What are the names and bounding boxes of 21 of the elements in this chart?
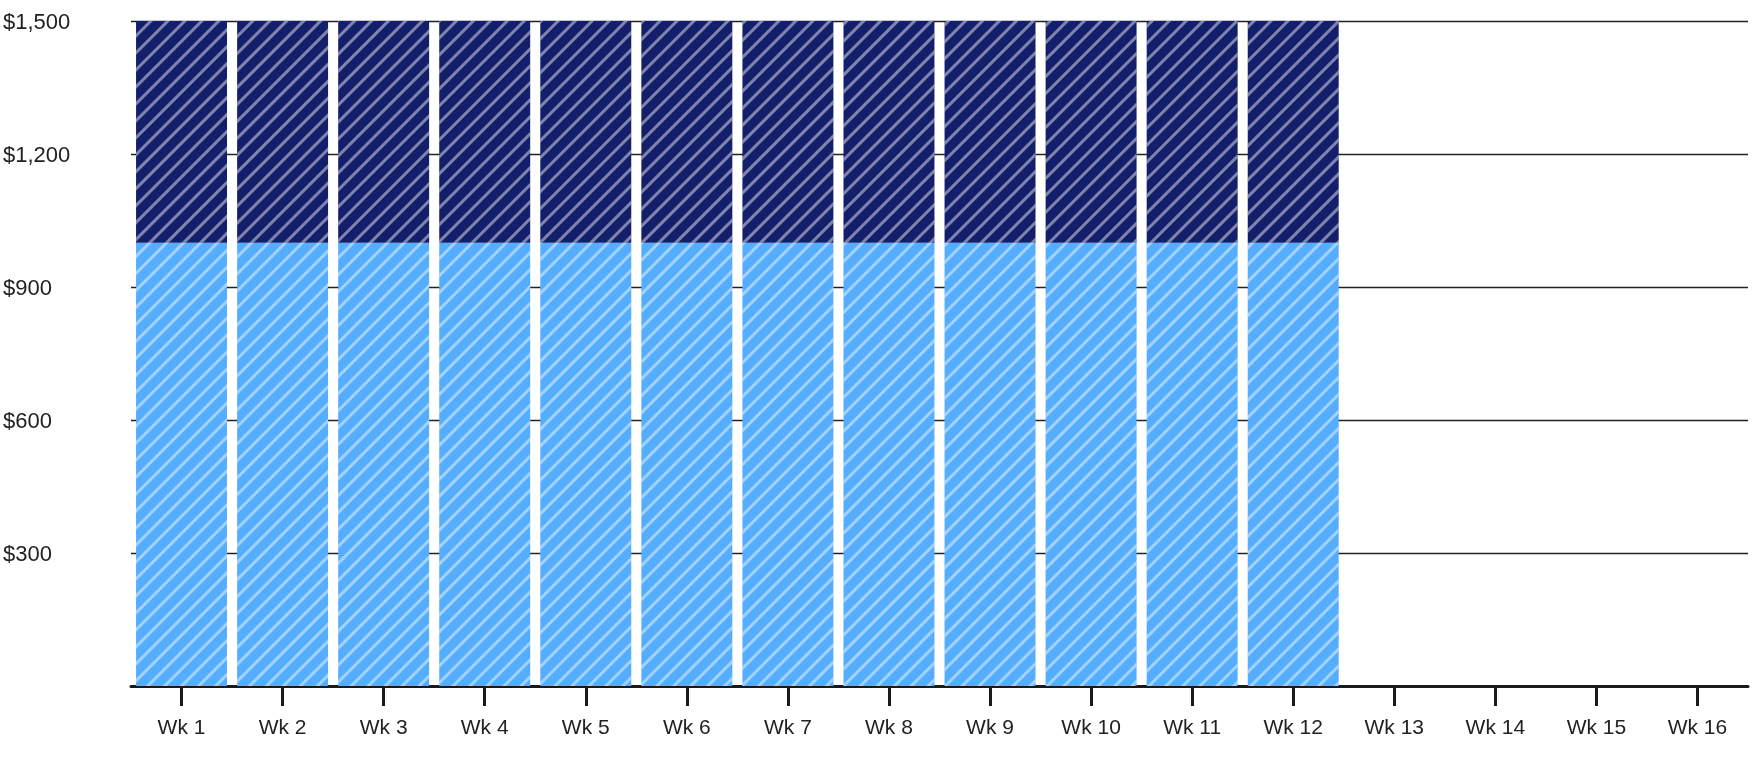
x-tick-label: Wk 6 [662,715,711,738]
x-tick-label: Wk 16 [1667,715,1728,738]
x-tick-label: Wk 7 [763,715,812,738]
y-tick-label: $1,500 [3,8,71,34]
x-tick-label: Wk 5 [561,715,610,738]
y-tick-label: $600 [3,407,52,433]
x-tick-label: Wk 12 [1263,715,1323,738]
x-tick-label: Wk 15 [1566,715,1627,738]
x-tick-label: Wk 9 [966,715,1014,738]
x-tick-label: Wk 8 [865,715,913,738]
y-tick-label: $900 [3,274,52,300]
x-tick-label: Wk 14 [1465,715,1526,738]
x-tick-label: Wk 2 [258,715,307,738]
y-tick-label: $1,200 [3,141,71,167]
x-tick-label: Wk 3 [359,715,408,738]
x-tick-label: Wk 13 [1364,715,1425,738]
x-tick-label: Wk 10 [1061,715,1121,738]
x-tick-label: Wk 4 [460,715,509,738]
x-tick-label: Wk 1 [157,715,206,738]
y-tick-label: $300 [3,540,52,566]
x-tick-label: Wk 11 [1163,715,1222,738]
